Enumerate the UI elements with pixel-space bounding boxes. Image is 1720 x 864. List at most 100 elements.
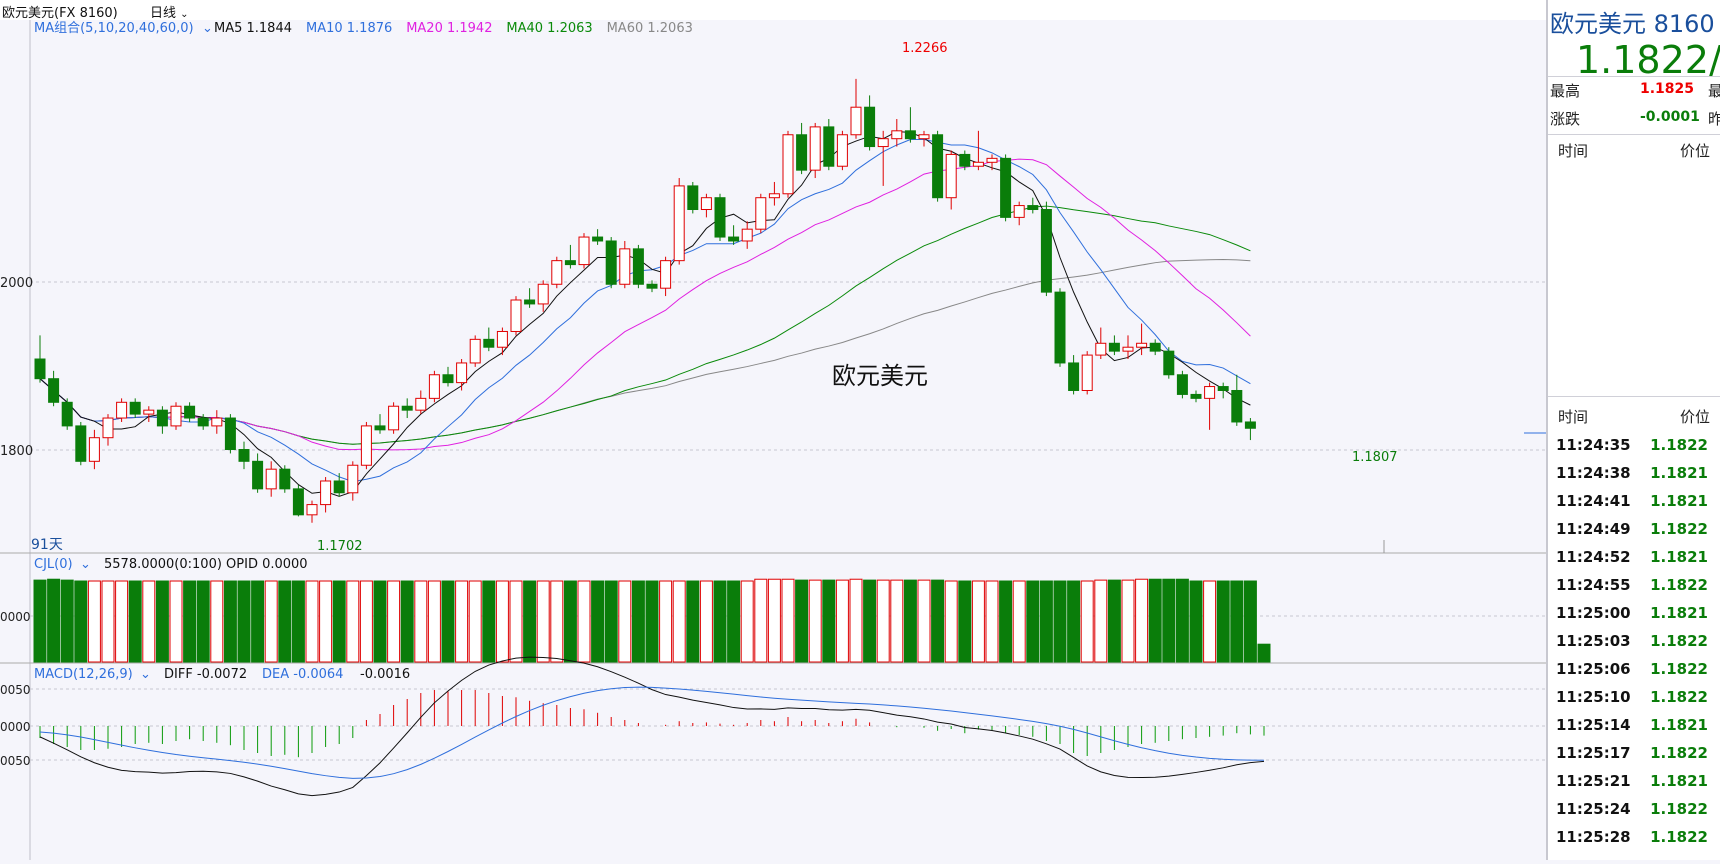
quote-panel: 欧元美元 8160 1.1822/1 最高 1.1825 最 涨跌 -0.000…	[1546, 0, 1720, 860]
candle-body	[945, 153, 957, 199]
candle	[755, 193, 767, 234]
candle-body	[768, 193, 780, 199]
candle	[1149, 339, 1161, 356]
volume-bar	[1135, 578, 1149, 663]
ma-legend-item: MA20 1.1942	[406, 21, 492, 36]
tick-price: 1.1822	[1650, 520, 1708, 538]
candle-body	[714, 197, 726, 238]
chevron-down-icon[interactable]: ⌄	[202, 21, 213, 36]
volume-bar	[427, 580, 441, 663]
candle	[1176, 370, 1188, 399]
volume-bar	[727, 580, 741, 663]
macd-y-label-top: 0050	[0, 683, 31, 697]
macd-dea-line	[39, 686, 1265, 779]
candle-body	[578, 236, 590, 266]
candle-body	[401, 405, 413, 411]
tick-price: 1.1822	[1650, 436, 1708, 454]
volume-bar	[631, 580, 645, 663]
candle	[836, 130, 848, 171]
candle-body	[48, 378, 60, 403]
kline-chart[interactable]: 2000 1800 0000 0050 0000 0050 MA组合(5,10,…	[0, 20, 1546, 860]
volume-bar	[495, 580, 509, 663]
candle-body	[1000, 157, 1012, 218]
volume-bar	[699, 580, 713, 663]
candle-body	[197, 417, 209, 427]
candle-body	[143, 409, 155, 415]
candle	[524, 288, 536, 308]
tick-price: 1.1821	[1650, 548, 1708, 566]
candle-body	[836, 134, 848, 167]
candle	[714, 193, 726, 241]
candle-body	[551, 260, 563, 285]
title-bar: 欧元美元(FX 8160) 日线 ⌄	[0, 0, 1546, 21]
volume-bar	[944, 580, 958, 663]
chevron-down-icon[interactable]: ⌄	[140, 667, 151, 682]
candle-body	[469, 338, 481, 364]
candle	[401, 398, 413, 419]
tick-row: 11:24:49 1.1822	[1548, 516, 1720, 544]
watermark: 欧元美元	[832, 362, 928, 390]
candle	[415, 390, 427, 415]
candle	[768, 181, 780, 206]
candle-body	[1122, 346, 1134, 352]
candle	[116, 398, 128, 422]
candle-body	[456, 362, 468, 384]
candle	[75, 421, 87, 466]
macd-value: -0.0016	[360, 667, 410, 682]
quote-price: 1.1822/1	[1576, 38, 1720, 82]
volume-bar	[509, 580, 523, 663]
candle-body	[537, 283, 549, 305]
volume-bar	[591, 580, 605, 663]
candle	[496, 327, 508, 356]
change-label: 涨跌	[1550, 110, 1581, 128]
candle	[61, 398, 73, 430]
chart-area[interactable]: 2000 1800 0000 0050 0000 0050 MA组合(5,10,…	[0, 20, 1546, 860]
tick-time: 11:25:03	[1556, 632, 1631, 650]
volume-bar	[264, 580, 278, 663]
tick-price: 1.1821	[1650, 464, 1708, 482]
tick-price: 1.1821	[1650, 716, 1708, 734]
tick-row: 11:25:28 1.1822	[1548, 824, 1720, 852]
volume-bar	[373, 580, 387, 663]
candle	[904, 107, 916, 143]
tick-row: 11:24:52 1.1821	[1548, 544, 1720, 572]
candle-body	[320, 480, 332, 506]
candle-body	[1204, 386, 1216, 399]
candle-body	[1081, 354, 1093, 391]
chevron-down-icon[interactable]: ⌄	[80, 557, 91, 572]
macd-diff-line	[39, 656, 1265, 797]
volume-label: CJL(0)	[34, 557, 73, 572]
tick-price: 1.1822	[1650, 660, 1708, 678]
candle	[632, 244, 644, 289]
vol-y-label: 0000	[0, 610, 31, 624]
candle-body	[333, 480, 345, 494]
volume-bar	[740, 580, 754, 663]
volume-bar	[441, 580, 455, 663]
last-low-label: 1.1807	[1352, 450, 1398, 465]
candle-body	[292, 488, 304, 516]
ma10-line	[39, 138, 1251, 483]
candle	[932, 130, 944, 202]
candle	[673, 178, 685, 265]
candle	[564, 244, 576, 269]
candle-body	[442, 374, 454, 384]
ma20-line	[39, 158, 1251, 451]
macd-label: MACD(12,26,9)	[34, 667, 133, 682]
candle	[306, 500, 318, 523]
candle-body	[564, 260, 576, 266]
ticks-time-header: 时间	[1558, 408, 1589, 426]
candle-body	[61, 401, 73, 427]
volume-bar	[523, 580, 537, 663]
period-dropdown[interactable]: 日线 ⌄	[150, 6, 189, 21]
candle	[374, 414, 386, 434]
volume-bar	[33, 579, 47, 663]
candle	[619, 240, 631, 289]
price-header: 价位	[1680, 142, 1711, 160]
candle	[102, 414, 114, 446]
candle	[333, 473, 345, 497]
tick-price: 1.1822	[1650, 688, 1708, 706]
volume-bar	[468, 580, 482, 663]
volume-bar	[1257, 643, 1271, 663]
tick-time: 11:24:49	[1556, 520, 1631, 538]
candle-body	[741, 228, 753, 242]
